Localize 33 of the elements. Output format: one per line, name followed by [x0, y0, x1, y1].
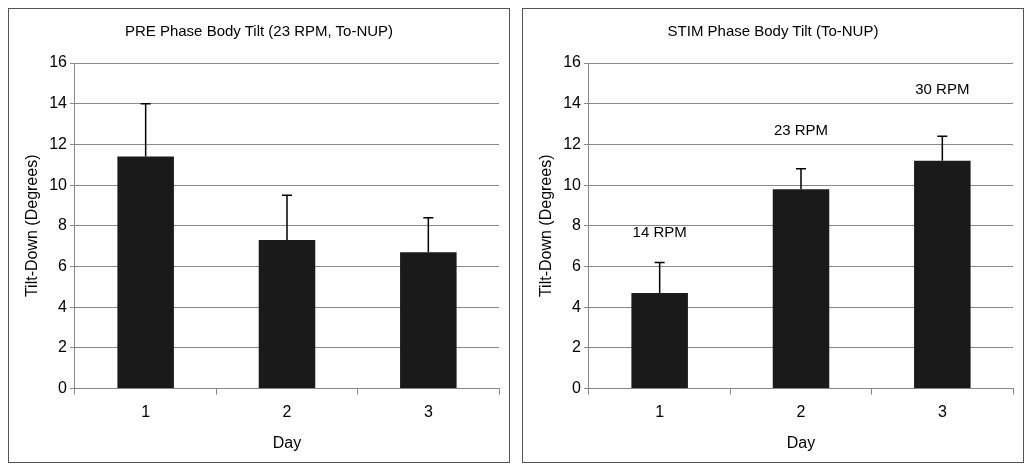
- x-tick-label: 3: [423, 402, 433, 420]
- x-axis-title: Day: [272, 433, 302, 451]
- x-tick-label: 2: [796, 402, 806, 420]
- y-tick-label: 8: [572, 216, 582, 234]
- y-tick-label: 14: [49, 94, 68, 112]
- x-tick-label: 1: [141, 402, 151, 420]
- y-tick-label: 10: [49, 175, 68, 193]
- y-tick-label: 12: [49, 134, 68, 152]
- annotation: 23 RPM: [773, 120, 829, 138]
- y-tick-label: 0: [58, 379, 68, 397]
- y-tick-label: 6: [58, 256, 68, 274]
- y-tick-label: 14: [563, 94, 582, 112]
- y-tick-label: 6: [572, 256, 582, 274]
- annotation: 14 RPM: [632, 222, 687, 240]
- y-axis-title: Tilt-Down (Degrees): [537, 154, 555, 298]
- y-tick-label: 0: [572, 379, 582, 397]
- y-tick-label: 8: [58, 216, 68, 234]
- x-tick-label: 3: [937, 402, 947, 420]
- y-tick-label: 2: [572, 338, 582, 356]
- x-tick-label: 1: [655, 402, 665, 420]
- y-tick-label: 10: [563, 175, 582, 193]
- y-tick-label: 16: [563, 53, 582, 71]
- y-tick-label: 2: [58, 338, 68, 356]
- annotation: 30 RPM: [915, 80, 970, 98]
- y-tick-label: 12: [563, 134, 582, 152]
- x-tick-label: 2: [282, 402, 292, 420]
- y-tick-label: 16: [49, 53, 68, 71]
- y-tick-label: 4: [572, 297, 582, 315]
- chart-title: STIM Phase Body Tilt (To-NUP): [667, 22, 879, 40]
- chart-title: PRE Phase Body Tilt (23 RPM, To-NUP): [124, 22, 394, 40]
- x-axis-title: Day: [786, 433, 816, 451]
- y-axis-title: Tilt-Down (Degrees): [23, 154, 41, 298]
- y-tick-label: 4: [58, 297, 68, 315]
